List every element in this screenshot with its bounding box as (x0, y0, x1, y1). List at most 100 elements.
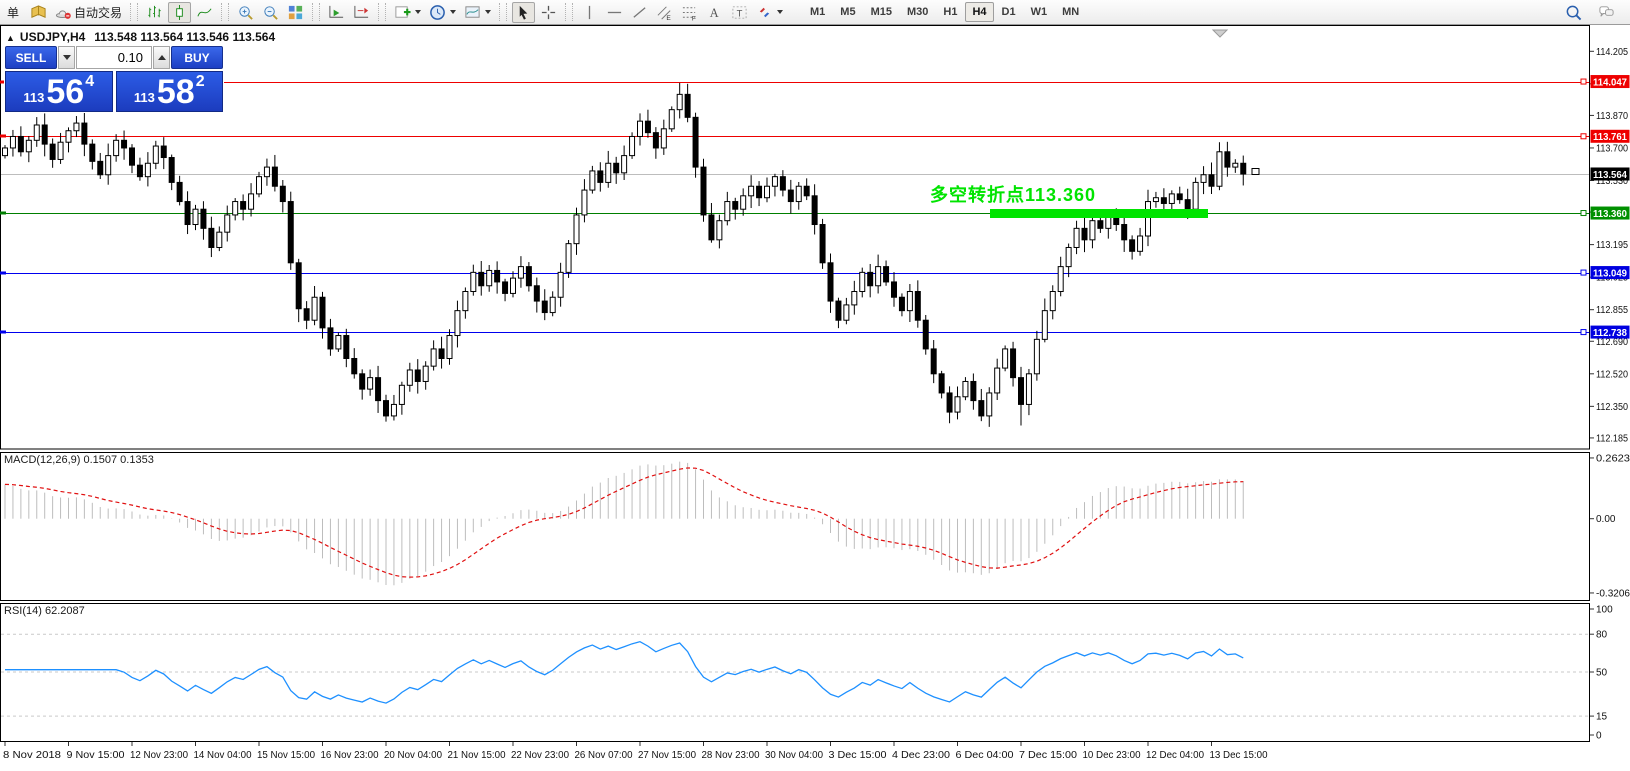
candle-body (279, 185, 286, 203)
crosshair-button[interactable] (537, 2, 560, 23)
buy-price-quote[interactable]: 113 58 2 (115, 71, 223, 112)
indicators-button[interactable] (391, 2, 424, 23)
support-highlight-bar[interactable] (990, 209, 1208, 218)
bar-chart-button[interactable] (143, 2, 166, 23)
candle-body (898, 296, 905, 312)
candle-body (383, 400, 389, 417)
svg-text:A: A (710, 6, 719, 20)
candle-body (1192, 181, 1199, 210)
text-label-button[interactable]: T (728, 2, 751, 23)
timeframe-h4[interactable]: H4 (965, 2, 994, 22)
zoom-in-button[interactable] (234, 2, 257, 23)
trend-line-button[interactable] (628, 2, 651, 23)
chart-shift-button[interactable] (350, 2, 373, 23)
time-tick-label: 27 Nov 15:00 (638, 750, 696, 761)
candle-body (700, 166, 707, 216)
hline-right-handle[interactable] (1580, 210, 1587, 217)
templates-caret-icon[interactable] (485, 10, 492, 14)
bar-chart-icon (146, 4, 163, 21)
hline-right-handle[interactable] (1580, 133, 1587, 140)
macd-panel[interactable] (0, 452, 1590, 601)
volume-increase-button[interactable] (153, 46, 170, 69)
trade-controls-row: SELL BUY (5, 46, 223, 69)
arrows-caret-icon[interactable] (777, 10, 784, 14)
hline-right-handle[interactable] (1580, 269, 1587, 276)
hline-right-handle[interactable] (1580, 329, 1587, 336)
candle-body (462, 291, 469, 312)
candle-body (764, 185, 770, 199)
candle-body (581, 189, 588, 216)
candle-body (565, 243, 572, 273)
candle-body (176, 181, 183, 203)
zoom-out-button[interactable] (259, 2, 282, 23)
timeframe-m30[interactable]: M30 (900, 2, 935, 22)
candle-body (621, 155, 628, 174)
line-chart-button[interactable] (193, 2, 216, 23)
volume-input[interactable] (76, 46, 152, 69)
tile-windows-button[interactable] (284, 2, 307, 23)
candle-body (605, 162, 612, 183)
equidistant-channel-button[interactable]: E (653, 2, 676, 23)
chart-shift-marker-icon[interactable] (1211, 29, 1229, 38)
new-order-label: 单 (7, 5, 20, 20)
periods-caret-icon[interactable] (450, 10, 457, 14)
price-badge (1590, 325, 1630, 339)
candle-body (922, 319, 929, 350)
chart-shift-icon (353, 4, 370, 21)
candle-body (1097, 220, 1104, 229)
candle-body (1184, 199, 1191, 210)
main-chart-panel[interactable] (0, 25, 1590, 450)
candle-body (819, 224, 826, 264)
candle-body (787, 189, 794, 203)
timeframe-m1[interactable]: M1 (803, 2, 832, 22)
candle-body (954, 396, 961, 413)
candle-body (811, 195, 818, 226)
candle-body (732, 201, 739, 210)
timeframe-w1[interactable]: W1 (1024, 2, 1055, 22)
candlestick-chart-button[interactable] (168, 1, 192, 23)
candle-body (740, 195, 747, 210)
timeframe-m15[interactable]: M15 (864, 2, 899, 22)
periods-button[interactable] (426, 2, 459, 23)
sell-button[interactable]: SELL (5, 46, 57, 69)
collapse-panel-icon[interactable]: ▲ (6, 33, 15, 43)
timeframe-d1[interactable]: D1 (995, 2, 1023, 22)
candle-body (986, 392, 993, 417)
vertical-line-button[interactable] (578, 2, 601, 23)
price-badge (1590, 167, 1630, 181)
candle-body (1152, 197, 1159, 203)
horizontal-line-button[interactable] (603, 2, 626, 23)
line-chart-icon (196, 4, 213, 21)
timeframe-m5[interactable]: M5 (833, 2, 862, 22)
sell-price-quote[interactable]: 113 56 4 (5, 71, 113, 112)
auto-trading-button[interactable]: 自动交易 (52, 2, 125, 23)
auto-scroll-button[interactable] (325, 2, 348, 23)
templates-button[interactable] (461, 2, 494, 23)
candle-body (708, 214, 715, 241)
fibonacci-button[interactable]: F (678, 2, 701, 23)
candle-body (256, 176, 262, 195)
charts-profile-button[interactable] (27, 2, 50, 23)
cursor-button[interactable] (512, 1, 536, 23)
timeframe-h1[interactable]: H1 (936, 2, 964, 22)
timeframe-mn[interactable]: MN (1055, 2, 1086, 22)
time-tick-label: 8 Nov 2018 (3, 750, 61, 761)
arrows-button[interactable] (753, 2, 786, 23)
macd-label: MACD(12,26,9) 0.1507 0.1353 (4, 454, 154, 466)
buy-button[interactable]: BUY (171, 46, 223, 69)
search-button[interactable] (1562, 2, 1585, 23)
zoom-in-icon (237, 4, 254, 21)
candle-body (875, 266, 882, 287)
pivot-annotation-text[interactable]: 多空转折点113.360 (930, 185, 1097, 205)
hline-right-handle[interactable] (1580, 78, 1587, 85)
text-button[interactable]: A (703, 2, 726, 23)
candle-body (73, 122, 80, 132)
last-bar-marker (1251, 168, 1260, 175)
indicators-caret-icon[interactable] (415, 10, 422, 14)
volume-decrease-button[interactable] (58, 46, 75, 69)
candle-body (121, 139, 128, 149)
candle-body (652, 132, 659, 149)
chat-button[interactable] (1595, 2, 1618, 23)
new-order-button[interactable]: 单 (4, 2, 25, 23)
